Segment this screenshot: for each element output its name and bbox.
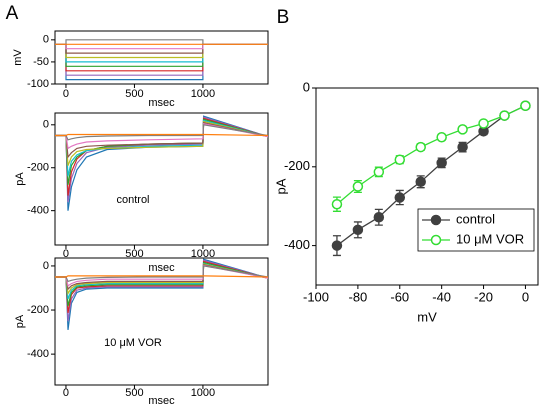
x-tick-label: 1000 xyxy=(191,248,215,260)
y-tick-label: -200 xyxy=(27,162,49,174)
trace xyxy=(55,124,268,141)
x-tick-label: -40 xyxy=(432,289,451,304)
y-axis-label: pA xyxy=(273,178,288,194)
point xyxy=(457,141,468,153)
point xyxy=(457,124,468,135)
x-tick-label: 500 xyxy=(125,387,143,399)
y-tick-label: -400 xyxy=(27,205,49,217)
x-tick-label: 1000 xyxy=(191,88,215,100)
y-tick-label: -50 xyxy=(33,56,49,68)
plot-area xyxy=(55,39,268,81)
x-tick-label: -80 xyxy=(348,289,367,304)
trace xyxy=(55,133,268,137)
point xyxy=(394,154,406,165)
legend-marker xyxy=(430,234,442,246)
y-tick-label: 0 xyxy=(43,260,49,272)
trace xyxy=(55,39,268,45)
x-axis-label: mV xyxy=(417,309,437,324)
point xyxy=(478,118,489,129)
x-tick-label: -100 xyxy=(303,289,329,304)
y-tick-label: 0 xyxy=(303,79,310,94)
y-tick-label: -400 xyxy=(27,348,49,360)
trace xyxy=(55,275,268,278)
x-axis-label: msec xyxy=(148,262,175,274)
trace xyxy=(336,105,526,247)
trace xyxy=(55,43,268,67)
y-axis-label: pA xyxy=(14,172,26,186)
point xyxy=(373,166,385,178)
plot-frame xyxy=(54,112,269,246)
point xyxy=(352,181,364,192)
annotation: 10 μM VOR xyxy=(104,337,162,349)
x-tick-label: 0 xyxy=(522,289,529,304)
x-tick-label: 500 xyxy=(125,248,143,260)
panel-label: A xyxy=(6,3,19,24)
point xyxy=(352,224,364,236)
y-axis-label: mV xyxy=(12,49,24,66)
x-tick-label: -20 xyxy=(474,289,493,304)
plot-area xyxy=(55,258,268,330)
x-tick-label: 1000 xyxy=(191,387,215,399)
x-tick-label: 500 xyxy=(125,88,143,100)
plot-frame xyxy=(54,257,269,386)
point xyxy=(394,192,406,203)
point xyxy=(520,100,531,111)
y-tick-label: -400 xyxy=(284,237,310,252)
panel-label: B xyxy=(277,7,290,28)
y-axis-label: pA xyxy=(14,314,26,328)
trace xyxy=(336,105,526,205)
plot-frame xyxy=(315,87,539,286)
legend-label: 10 μM VOR xyxy=(456,231,524,246)
y-tick-label: -200 xyxy=(284,158,310,173)
x-axis-label: msec xyxy=(148,97,175,109)
plot-area xyxy=(55,115,268,211)
legend-label: control xyxy=(456,211,495,226)
trace xyxy=(55,43,268,50)
y-tick-label: -200 xyxy=(27,304,49,316)
x-tick-label: 0 xyxy=(63,88,69,100)
point xyxy=(415,141,426,153)
x-axis-label: msec xyxy=(148,395,175,406)
y-tick-label: 0 xyxy=(43,34,49,46)
point xyxy=(436,132,447,143)
legend-marker xyxy=(430,214,442,226)
point xyxy=(331,198,343,210)
x-tick-label: 0 xyxy=(63,387,69,399)
point xyxy=(373,211,385,223)
trace xyxy=(55,43,268,59)
point xyxy=(499,110,510,121)
x-tick-label: -60 xyxy=(390,289,409,304)
point xyxy=(415,176,426,188)
x-tick-label: 0 xyxy=(63,248,69,260)
point xyxy=(331,240,343,251)
plot-area xyxy=(331,100,531,257)
trace xyxy=(55,265,268,283)
y-tick-label: -100 xyxy=(27,78,49,90)
y-tick-label: 0 xyxy=(43,119,49,131)
annotation: control xyxy=(116,194,149,206)
point xyxy=(436,157,447,169)
plot-frame xyxy=(54,30,269,85)
